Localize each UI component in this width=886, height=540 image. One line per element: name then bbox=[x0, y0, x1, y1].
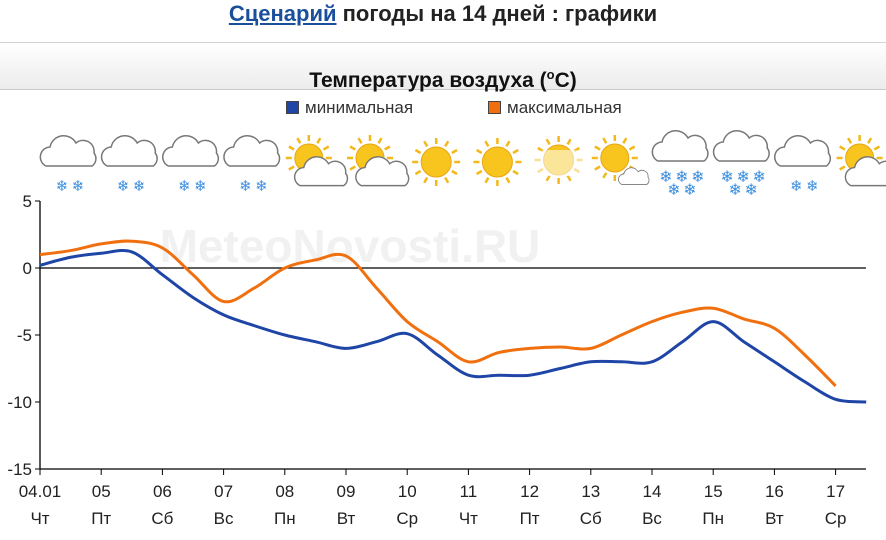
weather-icons-row: ❄ ❄ ❄ ❄ ❄ ❄ ❄ ❄ ❄ ❄ ❄❄ ❄❄ ❄ ❄❄ ❄ ❄ ❄ bbox=[39, 130, 886, 199]
svg-text:❄: ❄ bbox=[667, 180, 680, 199]
x-tick-label: 07 bbox=[214, 482, 233, 501]
svg-text:❄: ❄ bbox=[806, 177, 819, 195]
svg-text:❄: ❄ bbox=[736, 167, 749, 186]
x-weekday-label: Чт bbox=[30, 509, 49, 528]
x-tick-label: 09 bbox=[337, 482, 356, 501]
legend-item-min: минимальная bbox=[286, 98, 413, 118]
cloud-snow-icon: ❄ ❄ bbox=[223, 135, 281, 195]
page-title-rest: погоды на 14 дней : графики bbox=[342, 1, 658, 26]
x-weekday-label: Сб bbox=[151, 509, 173, 528]
legend-label-max: максимальная bbox=[507, 98, 622, 117]
x-tick-label: 16 bbox=[765, 482, 784, 501]
x-weekday-label: Ср bbox=[396, 509, 418, 528]
x-tick-label: 12 bbox=[520, 482, 539, 501]
svg-text:❄: ❄ bbox=[691, 167, 704, 186]
cloud-snow-icon: ❄ ❄ bbox=[100, 135, 158, 195]
sun-cloud-icon bbox=[347, 135, 410, 187]
svg-text:❄: ❄ bbox=[178, 177, 191, 195]
x-weekday-label: Пт bbox=[520, 509, 540, 528]
y-tick-label: 0 bbox=[23, 259, 32, 278]
x-tick-label: 14 bbox=[643, 482, 662, 501]
legend-label-min: минимальная bbox=[305, 98, 414, 117]
x-tick-label: 15 bbox=[704, 482, 723, 501]
chart-legend: минимальная максимальная bbox=[0, 98, 886, 120]
sun-icon bbox=[473, 138, 522, 186]
svg-text:❄: ❄ bbox=[133, 177, 146, 195]
cloud-snow-icon: ❄ ❄ bbox=[39, 135, 97, 195]
sun-small-cloud-icon bbox=[591, 135, 650, 185]
x-weekday-label: Вт bbox=[765, 509, 784, 528]
y-tick-label: -15 bbox=[7, 460, 32, 479]
x-weekday-label: Пт bbox=[91, 509, 111, 528]
x-tick-label: 13 bbox=[581, 482, 600, 501]
x-tick-label: 05 bbox=[92, 482, 111, 501]
sun-cloud-icon bbox=[836, 135, 886, 187]
svg-text:❄: ❄ bbox=[72, 177, 85, 195]
sun-icon bbox=[412, 138, 461, 186]
x-tick-label: 08 bbox=[275, 482, 294, 501]
x-tick-label: 10 bbox=[398, 482, 417, 501]
x-tick-label: 04.01 bbox=[19, 482, 62, 501]
x-weekday-label: Пн bbox=[274, 509, 296, 528]
series-line-min bbox=[39, 248, 867, 404]
x-weekday-label: Вс bbox=[214, 509, 234, 528]
y-tick-label: -10 bbox=[7, 393, 32, 412]
chart-title: Температура воздуха (oC) bbox=[309, 56, 577, 93]
x-tick-label: 11 bbox=[460, 482, 478, 501]
svg-text:❄: ❄ bbox=[117, 177, 130, 195]
svg-text:❄: ❄ bbox=[255, 177, 268, 195]
svg-text:❄: ❄ bbox=[56, 177, 69, 195]
x-weekday-label: Вт bbox=[337, 509, 356, 528]
series-line-max bbox=[39, 239, 837, 387]
page-title: Сценарий погоды на 14 дней : графики bbox=[229, 1, 657, 27]
legend-item-max: максимальная bbox=[488, 98, 622, 118]
cloud-snow-icon: ❄ ❄ bbox=[162, 135, 220, 195]
x-weekday-label: Ср bbox=[825, 509, 847, 528]
x-weekday-label: Вс bbox=[642, 509, 662, 528]
x-weekday-label: Чт bbox=[459, 509, 478, 528]
svg-text:❄: ❄ bbox=[720, 167, 733, 186]
cloud-snow-icon: ❄ ❄ bbox=[774, 135, 832, 195]
chart-title-unit: C) bbox=[554, 69, 577, 92]
chart-title-bar: Температура воздуха (oC) bbox=[0, 42, 886, 93]
chart-axes: 5 0 -5 -10 -15 04.01 Чт 05 Пт 06 Сб 07 Вс 08 Пн 09 Вт 10 С… bbox=[7, 192, 866, 528]
y-tick-label: -5 bbox=[17, 326, 32, 345]
x-weekday-label: Сб bbox=[580, 509, 602, 528]
svg-text:❄: ❄ bbox=[659, 167, 672, 186]
legend-swatch-max bbox=[488, 101, 501, 114]
x-tick-label: 17 bbox=[826, 482, 845, 501]
chart-title-degree: o bbox=[546, 67, 555, 82]
svg-text:❄: ❄ bbox=[675, 167, 688, 186]
cloud-heavy-snow-icon: ❄ ❄ ❄❄ ❄ bbox=[651, 130, 709, 199]
svg-text:❄: ❄ bbox=[194, 177, 207, 195]
sun-cloud-icon bbox=[285, 135, 349, 187]
sun-haze-icon bbox=[533, 136, 586, 184]
y-tick-label: 5 bbox=[23, 192, 32, 211]
x-weekday-label: Пн bbox=[702, 509, 724, 528]
chart-title-main: Температура воздуха ( bbox=[309, 69, 547, 92]
watermark: MeteoNovosti.RU bbox=[160, 220, 541, 272]
scenario-link[interactable]: Сценарий bbox=[228, 1, 337, 26]
cloud-heavy-snow-icon: ❄ ❄ ❄❄ ❄ bbox=[712, 130, 770, 199]
legend-swatch-min bbox=[286, 101, 299, 114]
chart-series bbox=[39, 239, 867, 404]
svg-text:❄: ❄ bbox=[790, 177, 803, 195]
svg-text:❄: ❄ bbox=[728, 180, 741, 199]
svg-text:❄: ❄ bbox=[239, 177, 252, 195]
svg-text:❄: ❄ bbox=[744, 180, 757, 199]
x-tick-label: 06 bbox=[153, 482, 172, 501]
svg-text:❄: ❄ bbox=[683, 180, 696, 199]
svg-text:❄: ❄ bbox=[752, 167, 765, 186]
page-header: Сценарий погоды на 14 дней : графики bbox=[0, 0, 886, 34]
